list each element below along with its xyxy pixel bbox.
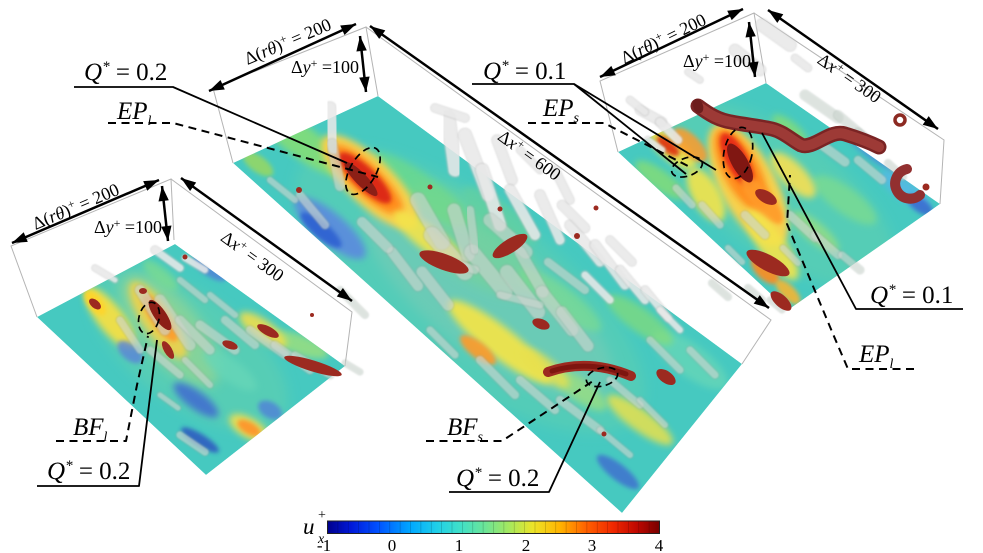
svg-text:2: 2 [522, 536, 531, 553]
svg-text:Q* = 0.2: Q* = 0.2 [47, 458, 130, 485]
svg-text:Q* = 0.2: Q* = 0.2 [456, 465, 539, 492]
svg-text:4: 4 [655, 536, 664, 553]
svg-text:+: + [318, 508, 326, 523]
svg-text:u: u [303, 514, 315, 539]
svg-text:-1: -1 [317, 536, 331, 553]
svg-text:1: 1 [455, 536, 464, 553]
svg-text:Δy+ =100: Δy+ =100 [683, 50, 751, 71]
svg-text:Q* = 0.2: Q* = 0.2 [84, 59, 167, 86]
svg-text:Δy+ =100: Δy+ =100 [94, 216, 162, 237]
svg-text:3: 3 [588, 536, 597, 553]
svg-text:BFs: BFs [447, 414, 484, 445]
svg-text:EPl: EPl [858, 341, 894, 372]
svg-text:Δy+ =100: Δy+ =100 [291, 56, 359, 77]
svg-text:EPs: EPs [542, 95, 580, 126]
svg-text:0: 0 [388, 536, 397, 553]
svg-text:Q* = 0.1: Q* = 0.1 [870, 282, 953, 309]
svg-text:Q* = 0.1: Q* = 0.1 [483, 58, 566, 85]
svg-text:x: x [317, 532, 325, 547]
svg-text:EPl: EPl [116, 98, 152, 129]
svg-text:BFl: BFl [73, 414, 108, 445]
